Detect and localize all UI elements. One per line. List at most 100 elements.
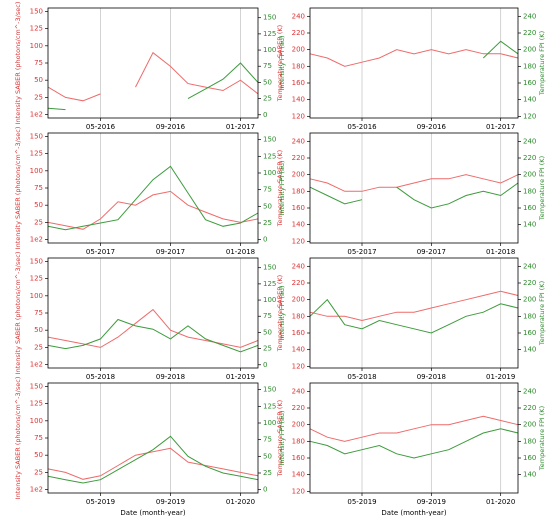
data-line: [47, 308, 259, 348]
plot-frame: [309, 382, 519, 494]
y-tick-label: 125: [30, 150, 43, 158]
y2-tick-label: 140: [523, 96, 536, 104]
y-tick-label: 25: [34, 343, 43, 351]
x-tick-label: 05-2016: [347, 123, 377, 131]
y-tick-label: 200: [292, 46, 305, 54]
x-tick-label: 09-2017: [417, 248, 446, 256]
plot-frame: [47, 132, 259, 244]
y-tick-label: 100: [30, 42, 43, 50]
plot-frame: [47, 382, 259, 494]
y-tick-label: 150: [30, 382, 43, 390]
y-axis-label: Intensity SABER (photons/cm^-3/sec): [14, 2, 22, 125]
y-tick-label: 220: [292, 404, 305, 412]
y-axis-label: Temperature SABER (K): [276, 400, 284, 477]
y2-axis-label: Intensity FPI (au): [278, 410, 286, 465]
y-tick-label: 120: [292, 362, 305, 370]
y2-tick-label: 140: [523, 221, 536, 229]
y-tick-label: 1e2: [30, 111, 43, 119]
y2-tick-label: 25: [263, 469, 272, 477]
y2-tick-label: 75: [263, 186, 272, 194]
y2-tick-label: 200: [523, 171, 536, 179]
y2-tick-label: 50: [263, 328, 272, 336]
data-line: [47, 447, 259, 480]
y-tick-label: 240: [292, 12, 305, 20]
y2-tick-label: 180: [523, 437, 536, 445]
y-tick-label: 125: [30, 400, 43, 408]
y2-tick-label: 125: [263, 402, 276, 410]
x-tick-label: 05-2017: [347, 248, 376, 256]
y2-tick-label: 75: [263, 62, 272, 70]
y-tick-label: 50: [34, 326, 43, 334]
y-tick-label: 150: [30, 7, 43, 15]
data-line: [47, 165, 259, 231]
plot-frame: [47, 7, 259, 119]
x-tick-label: 09-2018: [156, 373, 185, 381]
y2-tick-label: 25: [263, 345, 272, 353]
x-tick-label: 01-2017: [486, 123, 515, 131]
y2-tick-label: 140: [523, 471, 536, 479]
y2-tick-label: 125: [263, 30, 276, 38]
y2-tick-label: 50: [263, 202, 272, 210]
data-line: [309, 182, 519, 209]
y-axis-label: Temperature SABER (K): [276, 150, 284, 227]
y-tick-label: 75: [34, 59, 43, 67]
y-tick-label: 120: [292, 487, 305, 495]
y-tick-label: 200: [292, 171, 305, 179]
y-tick-label: 120: [292, 237, 305, 245]
y2-tick-label: 140: [523, 346, 536, 354]
y-tick-label: 180: [292, 437, 305, 445]
data-line: [482, 40, 519, 59]
y2-tick-label: 75: [263, 312, 272, 320]
y-tick-label: 25: [34, 218, 43, 226]
x-tick-label: 05-2019: [86, 498, 115, 506]
y-axis-label: Intensity SABER (photons/cm^-3/sec): [14, 127, 22, 250]
data-line: [47, 190, 259, 230]
y2-tick-label: 180: [523, 312, 536, 320]
data-line: [47, 62, 259, 111]
y-tick-label: 75: [34, 434, 43, 442]
y-tick-label: 160: [292, 329, 305, 337]
y2-tick-label: 160: [523, 329, 536, 337]
y-tick-label: 240: [292, 262, 305, 270]
y-tick-label: 160: [292, 79, 305, 87]
y-tick-label: 200: [292, 296, 305, 304]
x-tick-label: 01-2017: [226, 123, 255, 131]
y-axis-label: Intensity SABER (photons/cm^-3/sec): [14, 252, 22, 375]
x-axis-label: Date (month-year): [381, 509, 446, 516]
data-line: [47, 318, 259, 353]
data-line: [309, 298, 519, 334]
plot-frame: [309, 132, 519, 244]
y-tick-label: 25: [34, 93, 43, 101]
y-tick-label: 125: [30, 275, 43, 283]
data-line: [309, 428, 519, 459]
y-tick-label: 1e2: [30, 486, 43, 494]
y2-tick-label: 160: [523, 79, 536, 87]
y2-tick-label: 240: [523, 387, 536, 395]
y-tick-label: 1e2: [30, 361, 43, 369]
y2-tick-label: 160: [523, 454, 536, 462]
x-tick-label: 09-2019: [156, 498, 185, 506]
y2-tick-label: 75: [263, 436, 272, 444]
y2-tick-label: 220: [523, 404, 536, 412]
data-line: [309, 49, 519, 67]
y2-tick-label: 180: [523, 187, 536, 195]
y2-tick-label: 100: [263, 46, 276, 54]
x-tick-label: 05-2017: [86, 248, 115, 256]
y2-tick-label: 100: [263, 296, 276, 304]
y2-tick-label: 240: [523, 262, 536, 270]
y2-tick-label: 240: [523, 137, 536, 145]
y2-tick-label: 125: [263, 280, 276, 288]
x-tick-label: 09-2017: [156, 248, 185, 256]
y-tick-label: 25: [34, 468, 43, 476]
y-tick-label: 120: [292, 112, 305, 120]
y-tick-label: 160: [292, 204, 305, 212]
y-tick-label: 220: [292, 154, 305, 162]
y2-axis-label: Temperature FPI (K): [538, 156, 546, 221]
y-tick-label: 140: [292, 471, 305, 479]
x-tick-label: 05-2018: [347, 373, 376, 381]
y2-tick-label: 25: [263, 95, 272, 103]
y2-tick-label: 200: [523, 421, 536, 429]
y-tick-label: 150: [30, 132, 43, 140]
y2-tick-label: 200: [523, 296, 536, 304]
